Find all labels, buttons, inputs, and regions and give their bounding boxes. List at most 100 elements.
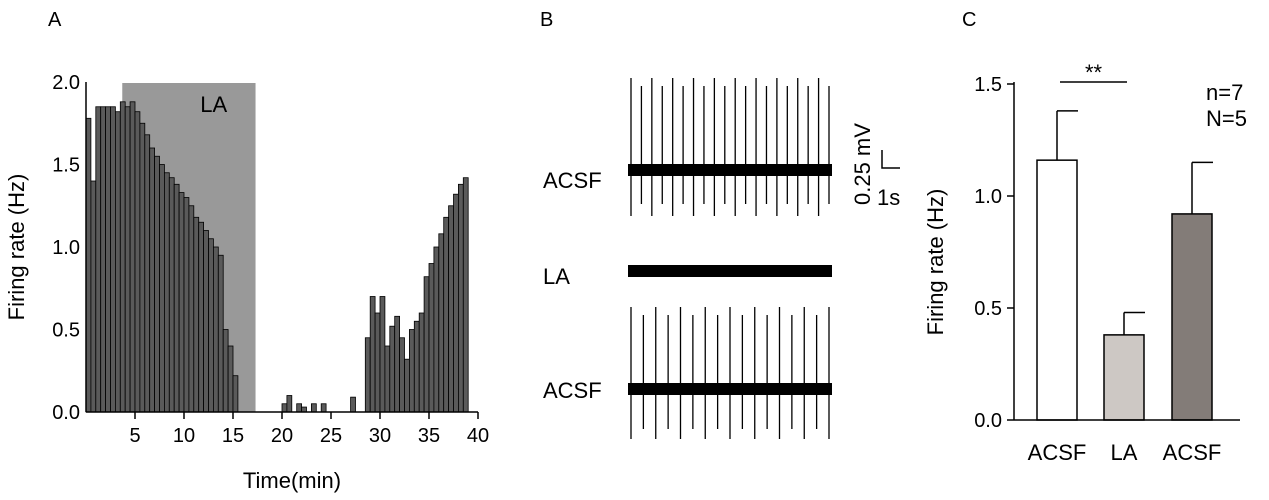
y-axis-label: Firing rate (Hz) xyxy=(923,189,948,336)
histogram-bar xyxy=(154,155,160,413)
histogram-bar xyxy=(188,205,195,413)
histogram-bar xyxy=(394,315,401,413)
y-tick-label: 0.5 xyxy=(52,320,80,342)
histogram-bar xyxy=(462,177,469,413)
panel-a-histogram: LA 5 10 15 20 25 30 35 40 0.0 0.5 1.0 1.5 2.0 Time(m… xyxy=(4,72,489,493)
histogram-bar xyxy=(193,216,200,413)
trace-label-acsf-1: ACSF xyxy=(543,168,602,193)
histogram-bar xyxy=(95,106,102,413)
histogram-bar xyxy=(457,183,464,413)
histogram-bar xyxy=(433,246,440,413)
histogram-bar xyxy=(413,320,420,413)
category-label: LA xyxy=(1111,440,1138,465)
panel-c-letter: C xyxy=(962,9,976,31)
histogram-bar xyxy=(198,221,204,413)
y-tick-label: 1.5 xyxy=(52,155,80,177)
histogram-bar xyxy=(320,403,327,413)
scale-bar xyxy=(881,150,900,169)
histogram-bar xyxy=(281,403,288,413)
histogram-bars xyxy=(85,101,469,413)
y-tick-label: 1.0 xyxy=(974,186,1002,208)
histogram-bar xyxy=(173,183,180,413)
histogram-bar xyxy=(139,122,146,413)
y-tick-label: 0.0 xyxy=(974,410,1002,432)
x-tick-label: 30 xyxy=(369,425,391,447)
histogram-bar xyxy=(227,345,234,413)
trace-baseline xyxy=(628,164,832,176)
histogram-bar xyxy=(163,172,170,413)
y-tick-label: 0.5 xyxy=(974,298,1002,320)
histogram-bar xyxy=(438,233,445,413)
y-tick-label: 0.0 xyxy=(52,402,80,424)
histogram-bar xyxy=(423,276,430,413)
bar xyxy=(1103,334,1145,421)
x-tick-label: 5 xyxy=(129,425,140,447)
histogram-bar xyxy=(379,296,386,413)
trace-label-acsf-2: ACSF xyxy=(543,378,602,403)
x-axis-label: Time(min) xyxy=(243,468,341,493)
annotation-big-n: N=5 xyxy=(1206,106,1247,131)
histogram-bar xyxy=(203,230,209,413)
y-tick-label: 2.0 xyxy=(52,72,80,94)
histogram-bar xyxy=(310,403,317,413)
histogram-bar xyxy=(119,101,126,413)
histogram-bar xyxy=(296,403,303,413)
histogram-bar xyxy=(90,180,97,413)
histogram-bar xyxy=(110,106,116,413)
y-tick-label: 1.0 xyxy=(52,237,80,259)
histogram-bar xyxy=(364,337,371,413)
histogram-bar xyxy=(404,358,410,413)
histogram-bar xyxy=(448,205,454,413)
histogram-bar xyxy=(399,337,405,413)
histogram-bar xyxy=(350,396,356,413)
x-tick-label: 35 xyxy=(418,425,440,447)
histogram-bar xyxy=(408,329,415,413)
histogram-bar xyxy=(212,246,219,413)
histogram-bar xyxy=(374,312,381,413)
histogram-bar xyxy=(232,375,239,413)
histogram-bar xyxy=(286,395,293,413)
panel-c-bar-chart: ACSF LA ACSF 0.0 0.5 1.0 1.5 Firing rate (Hz)… xyxy=(923,60,1247,465)
axis-ticks: 0.0 0.5 1.0 1.5 xyxy=(974,74,1014,432)
histogram-bar xyxy=(443,216,450,413)
x-tick-label: 15 xyxy=(222,425,244,447)
y-axis-label: Firing rate (Hz) xyxy=(4,174,29,321)
y-tick-label: 1.5 xyxy=(974,74,1002,96)
histogram-bar xyxy=(428,263,435,413)
histogram-bar xyxy=(217,254,224,413)
histogram-bar xyxy=(129,101,136,413)
histogram-bar xyxy=(168,177,175,413)
annotation-n: n=7 xyxy=(1206,80,1243,105)
histogram-bar xyxy=(222,329,229,413)
scale-bar-time-label: 1s xyxy=(877,185,900,210)
panel-a-letter: A xyxy=(48,9,62,31)
panel-b-traces: ACSF LA ACSF 0.25 mV 1s xyxy=(543,78,900,439)
histogram-bar xyxy=(134,111,141,413)
x-tick-label: 25 xyxy=(320,425,342,447)
axis-ticks: 5 10 15 20 25 30 35 40 0.0 0.5 1.0 1.5 2.0 xyxy=(52,72,489,447)
histogram-bar xyxy=(115,111,121,413)
histogram-bar xyxy=(208,238,214,413)
scale-bar-voltage-label: 0.25 mV xyxy=(850,123,875,205)
voltage-traces xyxy=(628,78,832,439)
histogram-bar xyxy=(389,325,396,413)
histogram-bar xyxy=(144,134,151,413)
histogram-bar xyxy=(453,193,459,413)
x-tick-label: 10 xyxy=(173,425,195,447)
category-label: ACSF xyxy=(1163,440,1222,465)
histogram-bar xyxy=(124,106,131,413)
category-label: ACSF xyxy=(1028,440,1087,465)
bars: ACSF LA ACSF xyxy=(1028,110,1222,465)
histogram-bar xyxy=(149,147,155,413)
trace-baseline xyxy=(628,265,832,277)
trace-label-la: LA xyxy=(543,264,570,289)
histogram-bar xyxy=(418,312,425,413)
la-region-label: LA xyxy=(200,92,227,117)
histogram-bar xyxy=(183,197,190,413)
histogram-bar xyxy=(159,164,165,413)
histogram-bar xyxy=(384,345,391,413)
panel-b-letter: B xyxy=(540,9,553,31)
bar xyxy=(1036,159,1078,421)
histogram-bar xyxy=(105,106,111,413)
